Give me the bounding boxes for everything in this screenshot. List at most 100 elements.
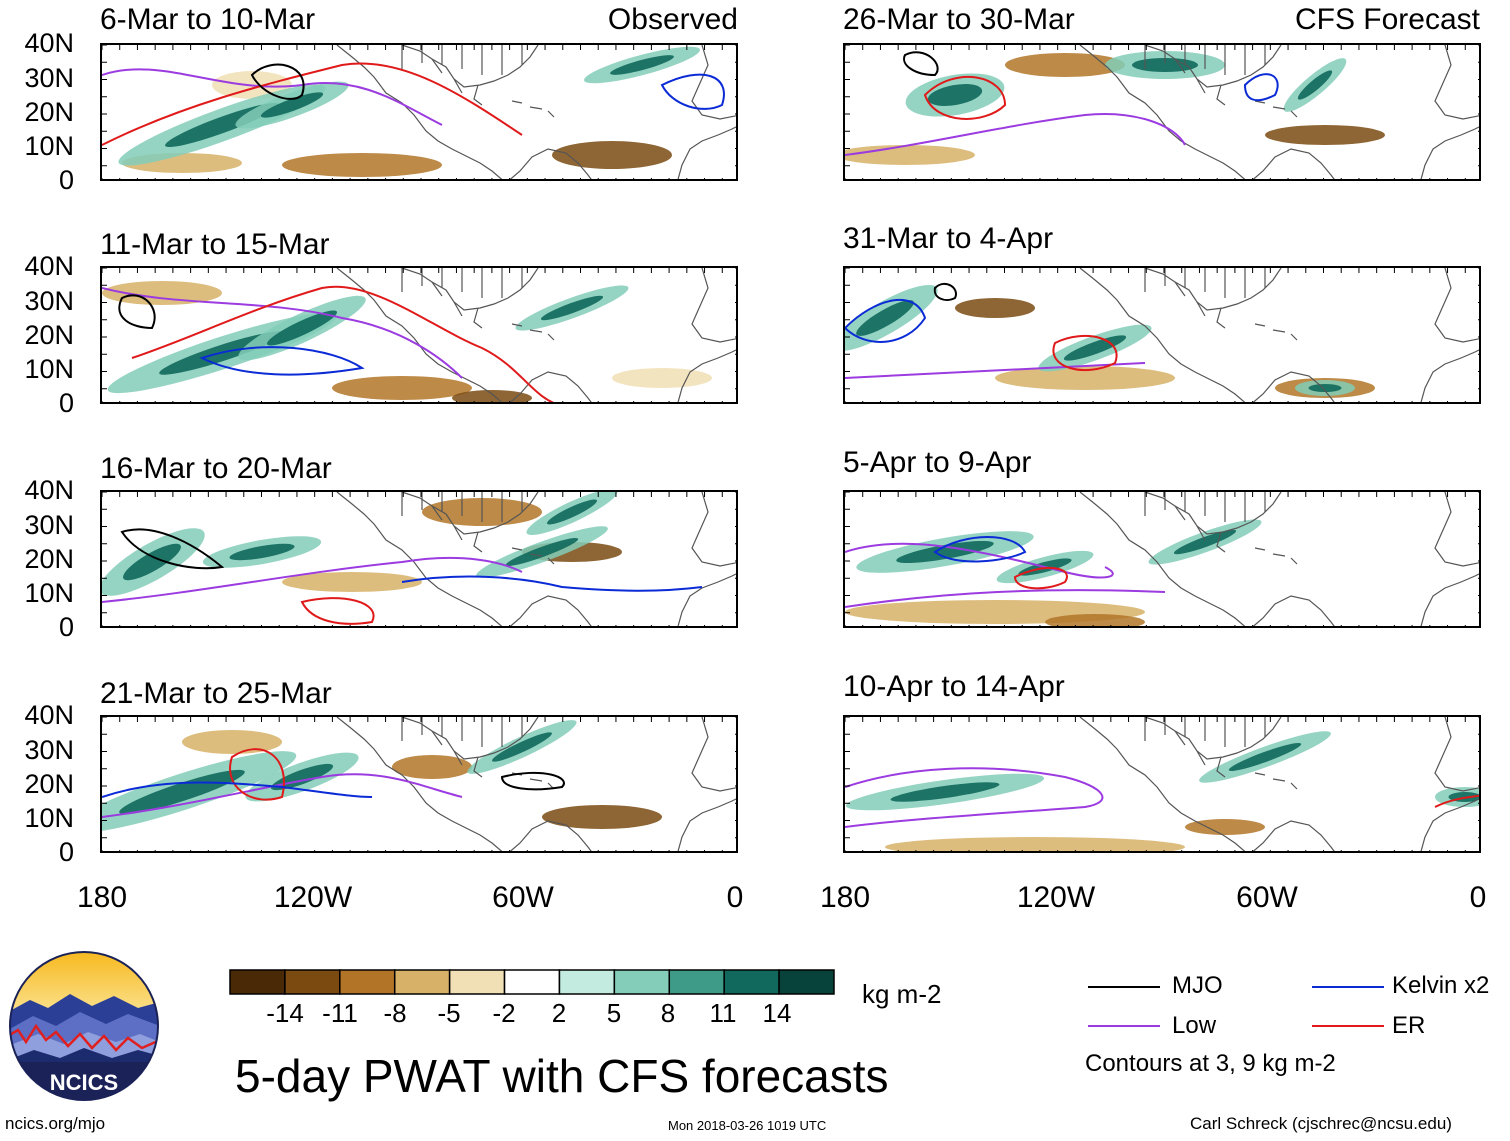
map-panel (843, 715, 1481, 853)
lat-label: 20N (24, 769, 74, 799)
coastline (1254, 547, 1298, 565)
lat-label: 30N (24, 510, 74, 540)
wave-contour (199, 346, 365, 376)
colorbar-unit: kg m-2 (862, 979, 942, 1009)
coastline (691, 45, 736, 120)
wave-contour (120, 528, 225, 570)
pwat-moist-core (546, 499, 598, 525)
pwat-dry-anomaly (102, 281, 222, 305)
legend-note: Contours at 3, 9 kg m-2 (1085, 1050, 1336, 1077)
colorbar-swatch (778, 969, 835, 995)
lat-label: 10N (24, 131, 74, 161)
pwat-moist-core (229, 543, 295, 561)
legend-label-er: ER (1392, 1012, 1426, 1039)
colorbar-swatch (229, 969, 286, 995)
coastline (511, 323, 555, 341)
coastline (431, 505, 483, 553)
coastline (401, 45, 539, 88)
pwat-moist-core (927, 84, 983, 106)
wave-contour (102, 287, 463, 379)
colorbar-swatch (284, 969, 341, 995)
logo-text: NCICS (50, 1070, 118, 1095)
coastline (1420, 573, 1479, 626)
colorbar-swatch (723, 969, 780, 995)
legend-label-kelvin: Kelvin x2 (1392, 972, 1490, 999)
coastline (1144, 717, 1266, 747)
colorbar (229, 969, 835, 995)
colorbar-tick-label: -2 (492, 998, 516, 1028)
coastline (1434, 45, 1479, 120)
colorbar-tick-label: 2 (551, 998, 567, 1028)
pwat-dry-anomaly (332, 376, 472, 400)
coastline (509, 371, 592, 402)
coastline (1254, 323, 1298, 341)
lon-label: 120W (1016, 881, 1096, 914)
coastline (1174, 281, 1226, 329)
colorbar-tick-label: -5 (437, 998, 461, 1028)
coastline (1174, 505, 1226, 553)
coastline (1434, 492, 1479, 567)
wave-contour (102, 781, 373, 798)
footer-credit: Carl Schreck (cjschrec@ncsu.edu) (1190, 1114, 1452, 1133)
coastline (691, 492, 736, 567)
coastline (1079, 717, 1246, 851)
coastline (1434, 717, 1479, 792)
lat-label: 20N (24, 320, 74, 350)
coastline (1174, 58, 1226, 106)
lat-label: 10N (24, 354, 74, 384)
wave-contour (845, 542, 1166, 608)
wave-contour (1243, 73, 1279, 102)
wave-contour (1434, 794, 1479, 808)
coastline (677, 798, 736, 851)
pwat-dry-anomaly (452, 390, 532, 402)
pwat-dry-anomaly (552, 141, 672, 169)
pwat-moist-core (1308, 384, 1342, 392)
colorbar-tick-label: 5 (606, 998, 622, 1028)
pwat-moist-core (119, 769, 245, 815)
lon-label: 0 (726, 881, 744, 914)
lat-label: 40N (24, 700, 74, 730)
coastline (691, 717, 736, 792)
legend-label-low: Low (1172, 1012, 1217, 1039)
lat-label: 40N (24, 28, 74, 58)
colorbar-tick-label: -8 (383, 998, 407, 1028)
coastline (1144, 45, 1282, 88)
coastline (511, 547, 555, 565)
coastline (691, 268, 736, 343)
coastline (509, 820, 592, 851)
coastline (677, 573, 736, 626)
map-panel (100, 43, 738, 181)
coastline (401, 492, 523, 522)
coastline (336, 717, 503, 851)
ncics-logo: NCICS (9, 951, 159, 1101)
coastline (1079, 492, 1246, 626)
colorbar-swatch (393, 969, 451, 995)
wave-contour (1013, 566, 1068, 590)
coastline (336, 492, 503, 626)
lon-label: 180 (819, 881, 871, 914)
wave-contour (229, 748, 285, 801)
wave-contour (845, 113, 1186, 156)
pwat-dry-anomaly (1005, 53, 1125, 77)
coastline (1434, 268, 1479, 343)
coastline (401, 45, 523, 75)
pwat-dry-anomaly (612, 368, 712, 388)
pwat-dry-anomaly (845, 145, 975, 165)
wave-contour (845, 767, 1104, 828)
wave-contour (903, 51, 939, 77)
colorbar-swatch (558, 969, 616, 995)
map-panel (100, 715, 738, 853)
wave-contour (102, 62, 523, 146)
lat-label: 0 (58, 388, 74, 418)
lon-label: 120W (273, 881, 353, 914)
coastline (401, 717, 539, 760)
panel-title-p7: 5-Apr to 9-Apr (843, 446, 1032, 479)
colorbar-tick-label: -11 (322, 998, 358, 1028)
wave-contour (845, 299, 927, 343)
wave-contour (250, 63, 305, 100)
lat-label: 0 (58, 837, 74, 867)
colorbar-swatch (503, 969, 561, 995)
coastline (401, 268, 539, 311)
pwat-dry-anomaly (1185, 819, 1265, 835)
coastline (677, 349, 736, 402)
